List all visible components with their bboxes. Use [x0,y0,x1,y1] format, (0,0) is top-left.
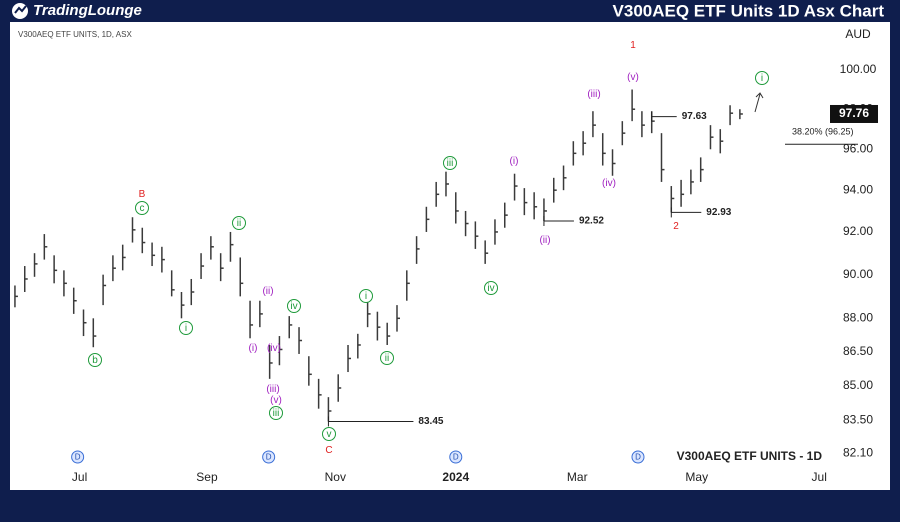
dividend-marker [449,450,463,464]
level-label: 83.45 [418,416,443,427]
y-tick-label: 94.00 [843,182,873,196]
wave-circle [179,321,193,335]
x-tick-label: Mar [567,470,588,484]
y-tick-label: 86.50 [843,344,873,358]
wave-label: iv [290,301,297,312]
wave-label: C [325,445,332,456]
last-price-label: 97.76 [839,106,869,120]
brand: TradingLounge [33,2,142,19]
wave-label: b [92,355,98,366]
wave-circle [287,299,301,313]
last-price-box [830,104,878,123]
y-tick-label: 90.00 [843,267,873,281]
dividend-marker [71,450,85,464]
y-tick-label: 100.00 [840,62,877,76]
x-tick-label: Jul [812,470,827,484]
x-tick-label: May [685,470,708,484]
wave-label: 2 [673,221,679,232]
y-tick-label: 82.10 [843,445,873,459]
wave-label: v [327,429,332,440]
level-label: 97.63 [682,111,707,122]
symbol-label: V300AEQ ETF UNITS, 1D, ASX [18,30,132,39]
wave-circle [135,201,149,215]
wave-circle [755,71,769,85]
fib-label: 38.20% (96.25) [792,127,854,137]
wave-circle [359,289,373,303]
wave-circle [88,353,102,367]
dividend-marker [631,450,645,464]
watermark: V300AEQ ETF UNITS - 1D [677,449,823,463]
logo-icon [12,3,28,19]
y-tick-label: 96.00 [843,141,873,155]
wave-label: i [185,323,187,334]
wave-label: (ii) [539,235,550,246]
wave-label: (v) [627,72,639,83]
y-tick-label: 83.50 [843,412,873,426]
wave-label: iv [487,283,494,294]
wave-label: (ii) [262,286,273,297]
wave-label: (i) [249,343,258,354]
wave-label: c [140,203,145,214]
dividend-label: D [75,453,81,462]
wave-label: i [365,291,367,302]
y-tick-label: 92.00 [843,224,873,238]
wave-label: ii [237,218,241,229]
chart-title: V300AEQ ETF Units 1D Asx Chart [613,1,885,20]
plot-background [10,22,890,490]
wave-label: ii [385,353,389,364]
dividend-label: D [635,453,641,462]
wave-circle [380,351,394,365]
wave-circle [484,281,498,295]
level-label: 92.52 [579,216,604,227]
dividend-label: D [453,453,459,462]
wave-label: (iv) [602,178,616,189]
wave-label: iii [273,408,280,419]
wave-label: iii [447,158,454,169]
wave-label: (v) [270,395,282,406]
logo-mark [14,5,27,14]
y-tick-label: 88.00 [843,310,873,324]
wave-label: (iii) [266,384,279,395]
dividend-marker [262,450,276,464]
dividend-label: D [266,453,272,462]
arrow [754,92,764,113]
level-label: 92.93 [706,207,731,218]
wave-circle [232,216,246,230]
y-tick-label: 85.00 [843,378,873,392]
wave-label: (i) [510,156,519,167]
currency: AUD [845,27,871,41]
wave-circle [269,406,283,420]
x-tick-label: Jul [72,470,87,484]
x-tick-label: 2024 [442,470,469,484]
wave-circle [322,427,336,441]
wave-label: 1 [630,40,636,51]
wave-label: i [761,73,763,84]
x-tick-label: Sep [196,470,218,484]
wave-label: (iv) [267,343,281,354]
wave-circle [443,156,457,170]
wave-label: (iii) [587,89,600,100]
wave-label: B [139,189,146,200]
x-tick-label: Nov [325,470,346,484]
